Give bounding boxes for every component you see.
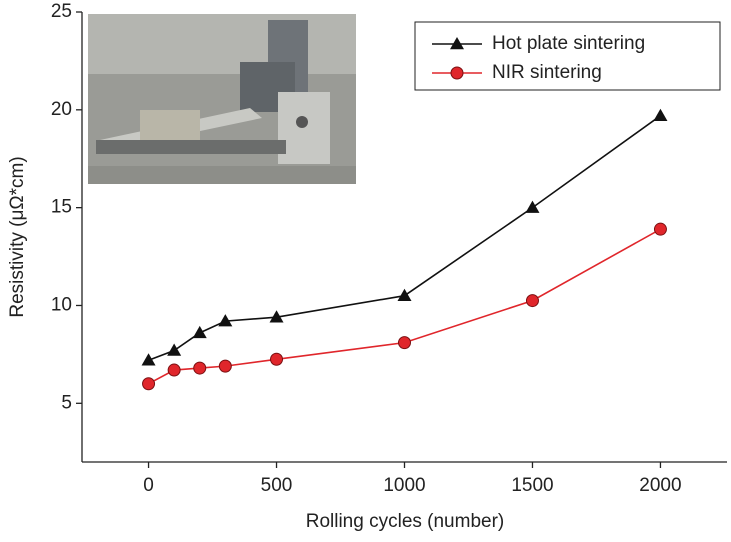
x-tick-label: 0 <box>143 475 154 496</box>
x-tick-label: 2000 <box>639 475 681 496</box>
data-point <box>270 352 284 366</box>
legend-label: Hot plate sintering <box>492 33 645 54</box>
x-tick-label: 1500 <box>511 475 553 496</box>
data-point <box>167 363 181 377</box>
data-point <box>192 325 207 339</box>
inset-photo <box>88 14 356 184</box>
x-axis-label: Rolling cycles (number) <box>306 511 505 532</box>
legend-label: NIR sintering <box>492 62 602 83</box>
data-point <box>142 377 156 391</box>
y-axis-label: Resistivity (μΩ*cm) <box>7 156 28 317</box>
y-tick-label: 25 <box>51 1 72 22</box>
data-point <box>653 222 667 236</box>
data-point <box>398 336 411 350</box>
legend-box <box>414 21 721 91</box>
data-point <box>525 294 539 308</box>
y-tick-label: 5 <box>61 392 72 413</box>
data-point <box>193 361 207 375</box>
x-tick-label: 1000 <box>383 475 425 496</box>
data-point <box>397 288 412 301</box>
data-point <box>218 359 232 373</box>
y-tick-label: 15 <box>51 197 72 218</box>
y-tick-label: 10 <box>51 294 72 315</box>
data-point <box>167 343 182 356</box>
data-point <box>525 200 540 213</box>
series-line <box>148 115 661 362</box>
legend-marker <box>450 66 464 80</box>
data-point <box>653 108 668 121</box>
data-point <box>141 353 156 366</box>
legend-marker <box>450 37 464 50</box>
data-point <box>269 310 284 323</box>
x-tick-label: 500 <box>261 475 293 496</box>
data-point <box>218 314 233 327</box>
y-tick-label: 20 <box>51 99 72 120</box>
